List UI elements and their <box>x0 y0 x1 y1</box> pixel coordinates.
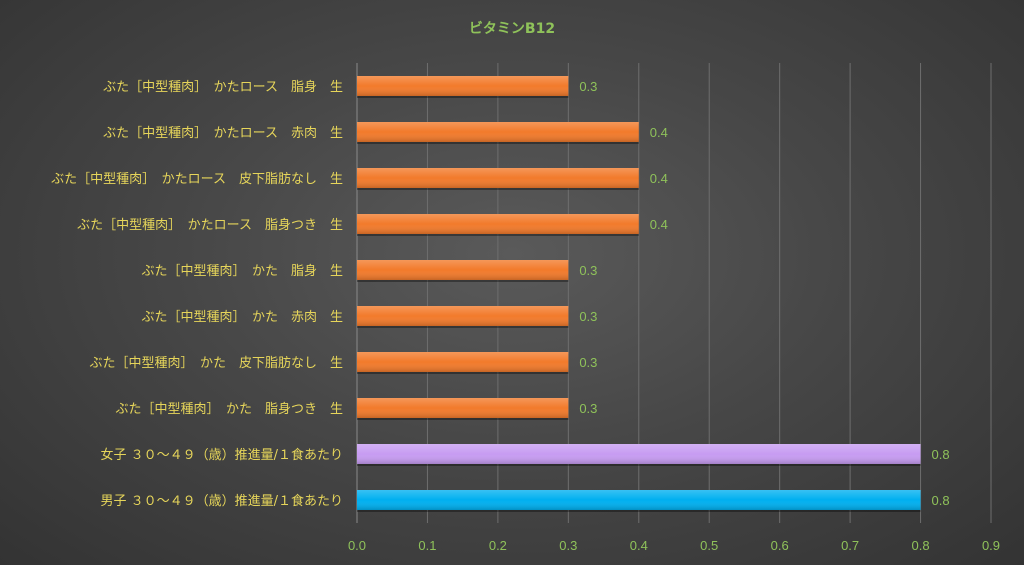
bar-highlight <box>357 122 639 142</box>
bar-highlight <box>357 306 569 326</box>
data-label: 0.3 <box>579 263 597 278</box>
bars <box>357 76 921 512</box>
data-label: 0.4 <box>650 171 668 186</box>
x-axis-tick-labels: 0.0 0.1 0.2 0.3 0.4 0.5 0.6 0.7 0.8 0.9 <box>348 538 1000 553</box>
data-labels: 0.3 0.4 0.4 0.4 0.3 0.3 0.3 0.3 0.8 0.8 <box>579 79 949 508</box>
category-label: ぶた［中型種肉］ かた 皮下脂肪なし 生 <box>89 355 343 371</box>
data-label: 0.3 <box>579 355 597 370</box>
bar-highlight <box>357 168 639 188</box>
x-tick-label: 0.0 <box>348 538 366 553</box>
data-label: 0.4 <box>650 217 668 232</box>
data-label: 0.3 <box>579 401 597 416</box>
category-label: ぶた［中型種肉］ かた 脂身 生 <box>141 263 343 279</box>
bar-highlight <box>357 352 569 372</box>
bar-highlight <box>357 260 569 280</box>
x-tick-label: 0.5 <box>700 538 718 553</box>
x-tick-label: 0.2 <box>489 538 507 553</box>
x-tick-label: 0.1 <box>418 538 436 553</box>
category-label: 男子 ３０～４９（歳）推進量/１食あたり <box>100 493 343 509</box>
bar-highlight <box>357 444 921 464</box>
bar-highlight <box>357 76 569 96</box>
category-label: ぶた［中型種肉］ かたロース 脂身つき 生 <box>77 217 343 233</box>
category-label: 女子 ３０～４９（歳）推進量/１食あたり <box>100 447 343 463</box>
data-label: 0.4 <box>650 125 668 140</box>
x-tick-label: 0.8 <box>912 538 930 553</box>
x-tick-label: 0.4 <box>630 538 648 553</box>
bar-highlight <box>357 398 569 418</box>
category-label: ぶた［中型種肉］ かたロース 脂身 生 <box>103 79 343 95</box>
bar-highlight <box>357 214 639 234</box>
category-labels: ぶた［中型種肉］ かたロース 脂身 生ぶた［中型種肉］ かたロース 赤肉 生ぶた… <box>51 79 343 509</box>
data-label: 0.8 <box>932 493 950 508</box>
x-tick-label: 0.7 <box>841 538 859 553</box>
category-label: ぶた［中型種肉］ かたロース 赤肉 生 <box>103 125 343 141</box>
x-tick-label: 0.6 <box>771 538 789 553</box>
category-label: ぶた［中型種肉］ かたロース 皮下脂肪なし 生 <box>51 171 343 187</box>
bar-highlight <box>357 490 921 510</box>
chart-title: ビタミンB12 <box>469 21 555 37</box>
category-label: ぶた［中型種肉］ かた 脂身つき 生 <box>115 401 343 417</box>
x-tick-label: 0.9 <box>982 538 1000 553</box>
x-tick-label: 0.3 <box>559 538 577 553</box>
data-label: 0.3 <box>579 79 597 94</box>
data-label: 0.8 <box>932 447 950 462</box>
data-label: 0.3 <box>579 309 597 324</box>
category-label: ぶた［中型種肉］ かた 赤肉 生 <box>141 309 343 325</box>
